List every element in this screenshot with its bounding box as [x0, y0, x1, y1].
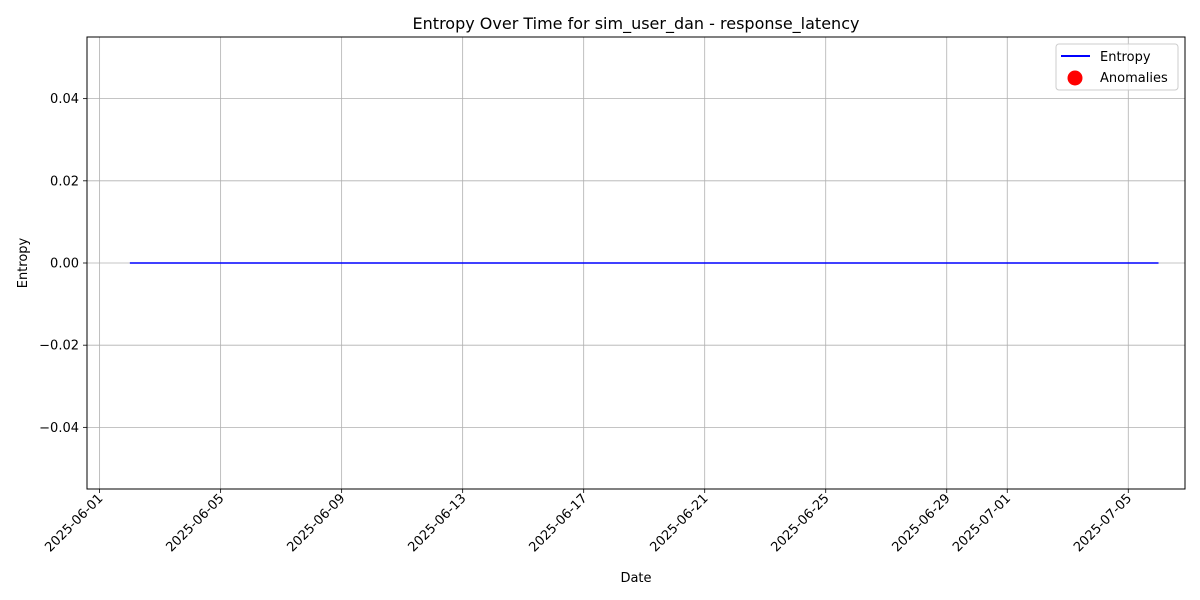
y-tick-label: −0.02 [39, 339, 79, 354]
chart-title: Entropy Over Time for sim_user_dan - res… [413, 14, 860, 34]
y-tick-label: 0.00 [50, 257, 79, 272]
legend-entropy-label: Entropy [1100, 50, 1151, 65]
y-tick-label: 0.02 [50, 174, 79, 189]
x-axis-label: Date [620, 571, 651, 586]
y-axis-ticks: 0.04 0.02 0.00 −0.02 −0.04 [39, 92, 87, 436]
y-axis-label: Entropy [16, 237, 31, 288]
legend: Entropy Anomalies [1055, 43, 1179, 91]
y-tick-label: −0.04 [39, 421, 79, 436]
legend-anomalies-swatch [1067, 70, 1083, 86]
y-tick-label: 0.04 [50, 92, 79, 107]
legend-anomalies-label: Anomalies [1100, 71, 1168, 86]
